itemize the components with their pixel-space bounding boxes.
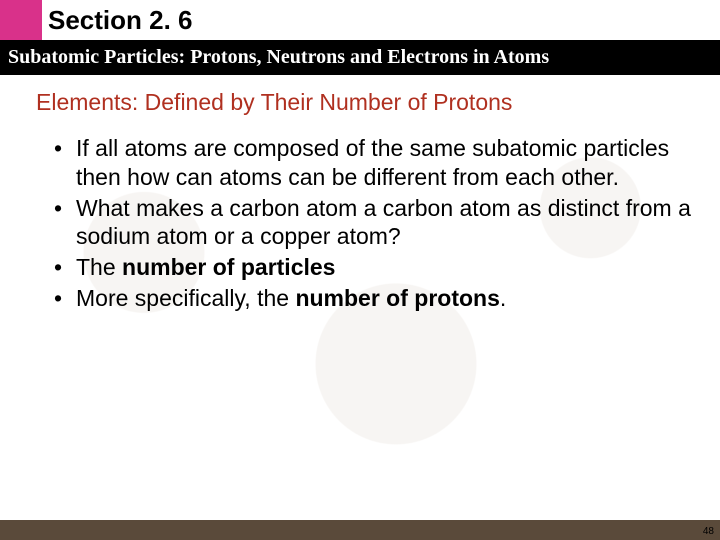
bullet-item: The number of particles [76,253,692,282]
bullet-item: More specifically, the number of protons… [76,284,692,313]
bullet-item: If all atoms are composed of the same su… [76,134,692,192]
bullet-item: What makes a carbon atom a carbon atom a… [76,194,692,252]
content-subheading: Elements: Defined by Their Number of Pro… [36,89,692,116]
section-accent-block [0,0,42,40]
bullet-list: If all atoms are composed of the same su… [36,134,692,313]
footer-bar: 48 [0,520,720,540]
section-header-bar: Section 2. 6 [0,0,720,40]
section-subtitle-bar: Subatomic Particles: Protons, Neutrons a… [0,40,720,75]
section-title-text: Section 2. 6 [48,5,193,36]
section-subtitle-text: Subatomic Particles: Protons, Neutrons a… [8,46,549,68]
slide-content: Elements: Defined by Their Number of Pro… [0,75,720,325]
section-title-wrap: Section 2. 6 [42,0,720,40]
page-number: 48 [703,526,714,537]
